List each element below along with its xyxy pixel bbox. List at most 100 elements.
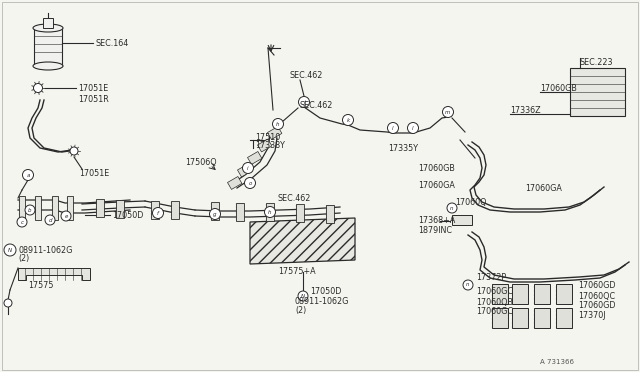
Text: 17050D: 17050D <box>112 211 143 219</box>
Circle shape <box>152 208 163 218</box>
Text: 17575+A: 17575+A <box>278 267 316 276</box>
Text: 17060GD: 17060GD <box>578 282 616 291</box>
Circle shape <box>387 122 399 134</box>
Ellipse shape <box>33 24 63 32</box>
Text: k: k <box>346 118 349 122</box>
Bar <box>570 68 625 116</box>
Circle shape <box>463 280 473 290</box>
Circle shape <box>61 211 71 221</box>
Bar <box>492 308 508 328</box>
Bar <box>116 200 124 218</box>
Text: 17510: 17510 <box>255 132 280 141</box>
Text: l: l <box>412 125 413 131</box>
Text: 17372P: 17372P <box>476 273 506 282</box>
Bar <box>257 139 272 152</box>
Circle shape <box>25 205 35 215</box>
Bar <box>556 308 572 328</box>
Text: 17060GB: 17060GB <box>418 164 455 173</box>
Circle shape <box>33 83 42 93</box>
Text: SEC.462: SEC.462 <box>290 71 323 80</box>
Text: 17370J: 17370J <box>578 311 605 321</box>
Text: SEC.223: SEC.223 <box>580 58 614 67</box>
Circle shape <box>342 115 353 125</box>
Text: b: b <box>28 208 32 212</box>
Text: 17368+A: 17368+A <box>418 215 455 224</box>
Bar <box>171 201 179 219</box>
Text: 17060GC: 17060GC <box>476 308 513 317</box>
Text: 17338Y: 17338Y <box>255 141 285 150</box>
Text: 17060GA: 17060GA <box>525 183 562 192</box>
Text: 17336Z: 17336Z <box>510 106 541 115</box>
Circle shape <box>70 147 78 155</box>
Bar <box>96 199 104 217</box>
Text: a: a <box>26 173 29 177</box>
Bar <box>52 196 58 220</box>
Bar <box>237 164 252 177</box>
Circle shape <box>442 106 454 118</box>
Polygon shape <box>250 218 355 264</box>
Bar <box>452 215 472 225</box>
Text: d: d <box>48 218 52 222</box>
Bar <box>268 126 282 140</box>
Circle shape <box>298 291 308 301</box>
Circle shape <box>22 170 33 180</box>
Text: SEC.462: SEC.462 <box>300 100 333 109</box>
Text: 17506Q: 17506Q <box>185 157 216 167</box>
Text: o: o <box>248 180 252 186</box>
Bar <box>43 18 53 28</box>
Text: 08911-1062G: 08911-1062G <box>295 298 349 307</box>
Circle shape <box>4 299 12 307</box>
Text: 17051E: 17051E <box>79 169 109 177</box>
Bar <box>227 176 242 189</box>
Text: SEC.462: SEC.462 <box>278 193 312 202</box>
Text: SEC.164: SEC.164 <box>95 38 128 48</box>
Bar <box>211 202 219 220</box>
Text: f: f <box>157 211 159 215</box>
Text: 17575: 17575 <box>28 282 54 291</box>
Text: 17060QB: 17060QB <box>476 298 513 307</box>
Circle shape <box>264 206 275 218</box>
Text: j: j <box>303 99 305 105</box>
Text: c: c <box>20 219 24 224</box>
Text: (2): (2) <box>295 305 307 314</box>
Text: 17060GC: 17060GC <box>476 288 513 296</box>
Bar <box>35 196 41 220</box>
Bar <box>492 284 508 304</box>
Text: h: h <box>268 209 272 215</box>
Bar <box>512 308 528 328</box>
Text: e: e <box>64 214 68 218</box>
Text: 17051E: 17051E <box>78 83 108 93</box>
Bar <box>34 28 62 66</box>
Text: N: N <box>8 247 12 253</box>
Circle shape <box>209 208 221 219</box>
Text: 17050D: 17050D <box>310 288 341 296</box>
Text: 17060GD: 17060GD <box>578 301 616 311</box>
Bar <box>296 204 304 222</box>
Text: i: i <box>247 166 249 170</box>
Text: g: g <box>213 212 217 217</box>
Bar <box>151 201 159 219</box>
Text: (2): (2) <box>18 253 29 263</box>
Text: N: N <box>301 294 305 298</box>
Bar <box>236 203 244 221</box>
Text: 08911-1062G: 08911-1062G <box>18 246 72 254</box>
Text: 1879INC: 1879INC <box>418 225 452 234</box>
Circle shape <box>447 203 457 213</box>
Text: l: l <box>392 125 394 131</box>
Circle shape <box>243 163 253 173</box>
Text: 17335Y: 17335Y <box>388 144 418 153</box>
Text: 17060Q: 17060Q <box>455 198 486 206</box>
Circle shape <box>4 244 16 256</box>
Bar <box>534 308 550 328</box>
Text: m: m <box>445 109 451 115</box>
Bar <box>266 203 274 221</box>
Bar <box>534 284 550 304</box>
Circle shape <box>45 215 55 225</box>
Text: 17060QC: 17060QC <box>578 292 615 301</box>
Bar <box>19 196 25 220</box>
Text: n: n <box>467 282 470 288</box>
Bar <box>248 151 262 164</box>
Text: 17060GB: 17060GB <box>540 83 577 93</box>
Circle shape <box>244 177 255 189</box>
Text: h: h <box>276 122 280 126</box>
